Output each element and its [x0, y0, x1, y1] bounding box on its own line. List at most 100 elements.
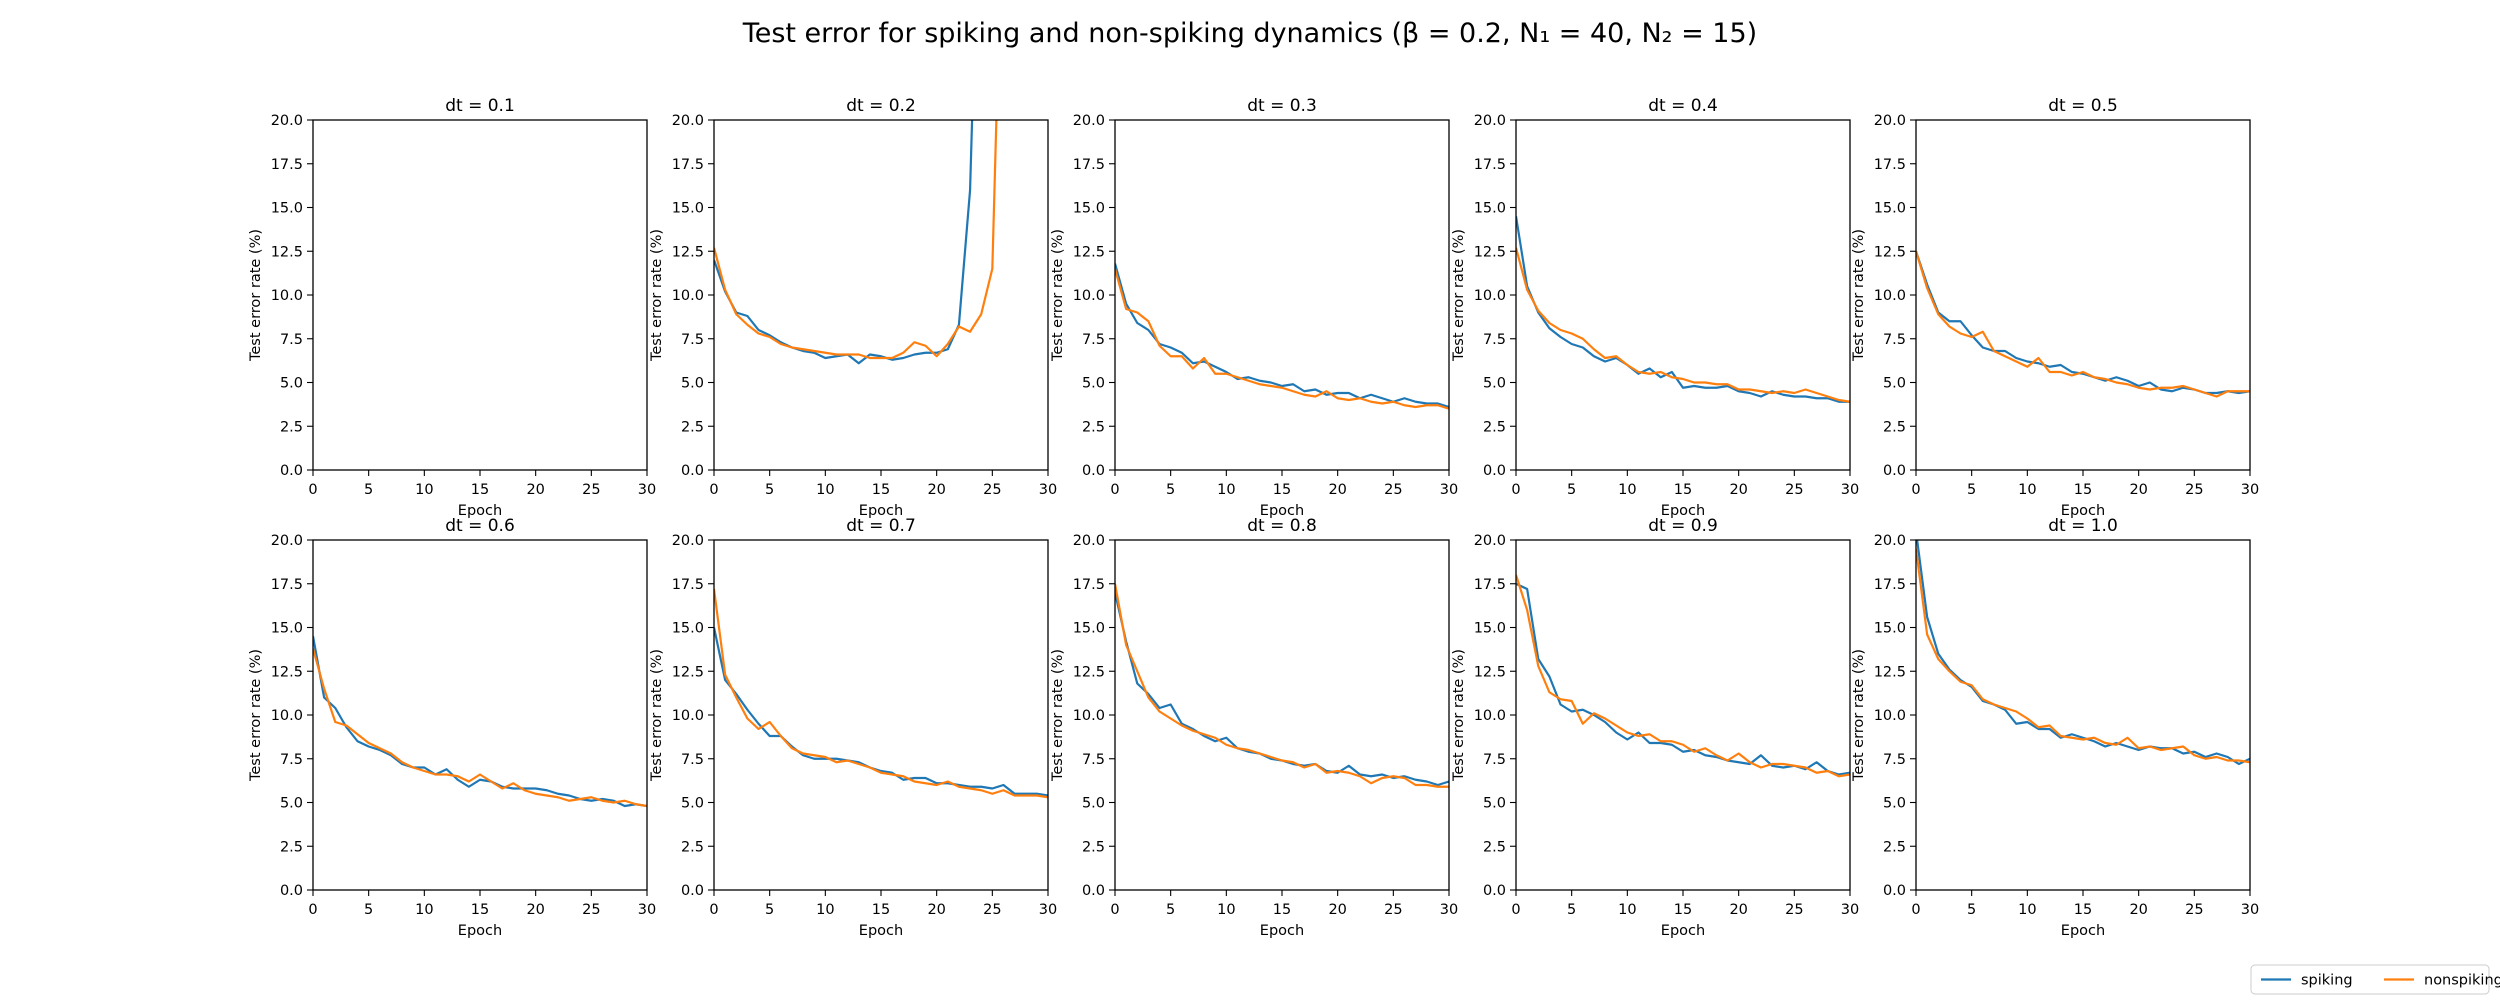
x-tick-label: 20 [526, 482, 544, 498]
axes-frame [713, 119, 1049, 471]
subplot-title: dt = 0.8 [1247, 516, 1317, 536]
y-tick-label: 20.0 [271, 113, 303, 129]
x-axis-label: Epoch [1661, 923, 1705, 939]
y-tick-label: 17.5 [1073, 157, 1105, 173]
y-tick-label: 20.0 [1874, 533, 1906, 549]
x-tick-label: 10 [1618, 482, 1636, 498]
axes-frame [713, 539, 1049, 891]
y-tick-label: 7.5 [1483, 332, 1506, 348]
x-tick-label: 5 [364, 482, 373, 498]
y-axis-label: Test error rate (%) [649, 229, 665, 362]
y-tick-label: 15.0 [1073, 621, 1105, 637]
x-tick-label: 30 [1841, 902, 1859, 918]
y-tick-label: 12.5 [672, 244, 704, 260]
x-tick-label: 30 [1440, 482, 1458, 498]
y-axis-label: Test error rate (%) [248, 649, 264, 782]
y-tick-label: 2.5 [1082, 419, 1105, 435]
y-tick-label: 12.5 [1073, 244, 1105, 260]
y-tick-label: 7.5 [1483, 752, 1506, 768]
x-tick-label: 25 [1785, 482, 1803, 498]
y-tick-label: 7.5 [280, 332, 303, 348]
subplot-title: dt = 0.1 [445, 96, 515, 116]
series-line-spiking [1115, 263, 1449, 409]
series-line-nonspiking [1516, 247, 1850, 403]
x-tick-label: 0 [1110, 482, 1119, 498]
y-tick-label: 5.0 [280, 376, 303, 392]
x-tick-label: 5 [1967, 482, 1976, 498]
y-tick-label: 10.0 [1073, 708, 1105, 724]
y-tick-label: 17.5 [1474, 577, 1506, 593]
x-tick-label: 10 [1217, 482, 1235, 498]
y-tick-label: 15.0 [271, 201, 303, 217]
y-tick-label: 0.0 [1082, 883, 1105, 899]
x-tick-label: 25 [582, 482, 600, 498]
legend-box [2250, 964, 2490, 995]
y-tick-label: 0.0 [1483, 463, 1506, 479]
y-tick-label: 10.0 [1474, 708, 1506, 724]
y-tick-label: 10.0 [1474, 288, 1506, 304]
x-tick-label: 25 [983, 902, 1001, 918]
y-tick-label: 20.0 [1073, 113, 1105, 129]
subplot-grid: 0 5 10 15 20 25 30 0.0 2.5 5.0 7.5 10.0 12.5 15.0 17.5… [248, 96, 2259, 939]
x-tick-label: 0 [1511, 482, 1520, 498]
y-tick-label: 0.0 [1082, 463, 1105, 479]
subplot-9: 0 5 10 15 20 25 30 0.0 2.5 5.0 7.5 10.0 12.5 15.0 17.5… [1451, 516, 1859, 939]
y-tick-label: 15.0 [672, 621, 704, 637]
series-line-spiking [714, 120, 974, 365]
series-line-spiking [1516, 216, 1850, 403]
x-tick-label: 5 [1567, 902, 1576, 918]
y-tick-label: 10.0 [1874, 288, 1906, 304]
y-tick-label: 7.5 [681, 332, 704, 348]
x-tick-label: 10 [2018, 902, 2036, 918]
x-tick-label: 5 [765, 902, 774, 918]
axes-frame [1915, 539, 2251, 891]
y-tick-label: 20.0 [1874, 113, 1906, 129]
x-tick-label: 15 [2074, 482, 2092, 498]
x-tick-label: 5 [765, 482, 774, 498]
y-tick-label: 12.5 [271, 244, 303, 260]
y-tick-label: 12.5 [1874, 664, 1906, 680]
y-tick-label: 12.5 [1474, 244, 1506, 260]
y-axis-label: Test error rate (%) [649, 649, 665, 782]
x-tick-label: 30 [638, 482, 656, 498]
y-tick-label: 2.5 [280, 419, 303, 435]
y-tick-label: 5.0 [1082, 796, 1105, 812]
x-tick-label: 15 [471, 482, 489, 498]
y-tick-label: 7.5 [280, 752, 303, 768]
series-line-nonspiking [714, 588, 1048, 799]
subplot-title: dt = 0.7 [846, 516, 916, 536]
subplot-2: 0 5 10 15 20 25 30 0.0 2.5 5.0 7.5 10.0 12.5 15.0 17.5… [649, 96, 1057, 519]
y-tick-label: 15.0 [672, 201, 704, 217]
x-tick-label: 30 [1039, 482, 1057, 498]
series-line-nonspiking [714, 120, 998, 360]
x-tick-label: 15 [1273, 482, 1291, 498]
y-axis-label: Test error rate (%) [248, 229, 264, 362]
x-tick-label: 0 [308, 482, 317, 498]
y-tick-label: 5.0 [280, 796, 303, 812]
x-axis-label: Epoch [2061, 503, 2105, 519]
y-tick-label: 15.0 [271, 621, 303, 637]
x-tick-label: 20 [2129, 902, 2147, 918]
y-tick-label: 12.5 [271, 664, 303, 680]
y-tick-label: 2.5 [681, 419, 704, 435]
y-tick-label: 17.5 [1874, 577, 1906, 593]
y-tick-label: 7.5 [1082, 752, 1105, 768]
y-tick-label: 15.0 [1874, 201, 1906, 217]
series-line-spiking [1115, 592, 1449, 787]
x-tick-label: 20 [927, 902, 945, 918]
subplot-10: 0 5 10 15 20 25 30 0.0 2.5 5.0 7.5 10.0 12.5 15.0 17.5… [1851, 516, 2259, 939]
y-tick-label: 10.0 [1874, 708, 1906, 724]
axes-frame [1515, 119, 1851, 471]
y-tick-label: 12.5 [1874, 244, 1906, 260]
x-tick-label: 15 [872, 482, 890, 498]
y-axis-label: Test error rate (%) [1050, 649, 1066, 782]
x-tick-label: 5 [1166, 902, 1175, 918]
x-tick-label: 10 [816, 482, 834, 498]
subplot-4: 0 5 10 15 20 25 30 0.0 2.5 5.0 7.5 10.0 12.5 15.0 17.5… [1451, 96, 1859, 519]
y-tick-label: 15.0 [1474, 201, 1506, 217]
x-tick-label: 15 [471, 902, 489, 918]
subplot-title: dt = 0.4 [1648, 96, 1718, 116]
x-axis-label: Epoch [458, 923, 502, 939]
series-line-nonspiking [1916, 548, 2250, 764]
x-axis-label: Epoch [859, 923, 903, 939]
